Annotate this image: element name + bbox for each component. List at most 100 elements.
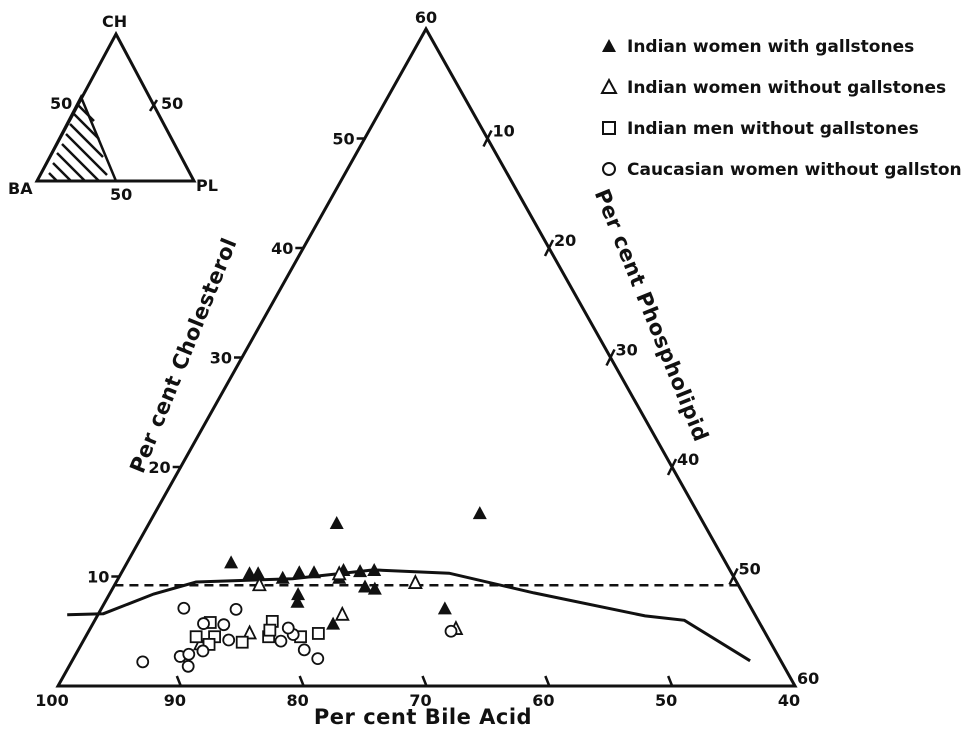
bile-acid-tick-label: 70 bbox=[409, 691, 431, 710]
legend-label: Indian women without gallstones bbox=[627, 78, 946, 98]
point-indian-women-with-gallstones bbox=[292, 565, 307, 579]
inset-label-ch: CH bbox=[102, 12, 127, 31]
bile-acid-tick-label: 90 bbox=[164, 691, 186, 710]
inset-label-bottom-50: 50 bbox=[110, 185, 132, 204]
point-caucasian-women-without-gallstones bbox=[222, 633, 236, 647]
legend: Indian women with gallstones Indian wome… bbox=[600, 37, 961, 180]
inset-hatch bbox=[61, 143, 100, 182]
phospholipid-tick bbox=[543, 239, 555, 257]
legend-item: Indian women with gallstones bbox=[602, 37, 914, 57]
phospholipid-tick-label: 50 bbox=[739, 560, 761, 579]
bile-acid-tick bbox=[175, 675, 182, 687]
point-caucasian-women-without-gallstones bbox=[177, 601, 191, 615]
bile-acid-tick-label: 100 bbox=[35, 691, 68, 710]
triangle-axes: 100 90 80 70 60 50 40 10 20 30 40 50 60 10 20 30 40 50 60 bbox=[35, 8, 819, 710]
inset-tick bbox=[148, 99, 159, 112]
point-indian-women-with-gallstones bbox=[326, 616, 341, 630]
point-caucasian-women-without-gallstones bbox=[181, 659, 195, 673]
phospholipid-tick-label: 10 bbox=[493, 122, 515, 141]
point-caucasian-women-without-gallstones bbox=[196, 644, 210, 658]
bile-acid-tick bbox=[298, 675, 305, 687]
point-indian-women-with-gallstones bbox=[367, 563, 382, 577]
point-caucasian-women-without-gallstones bbox=[444, 624, 458, 638]
open-square-marker bbox=[602, 121, 616, 135]
legend-label: Indian women with gallstones bbox=[627, 37, 914, 57]
point-caucasian-women-without-gallstones bbox=[217, 618, 231, 632]
data-points bbox=[136, 506, 487, 673]
legend-item: Indian women without gallstones bbox=[600, 77, 946, 98]
phospholipid-tick-label: 20 bbox=[554, 231, 576, 250]
point-indian-men-without-gallstones bbox=[189, 630, 203, 644]
point-indian-women-with-gallstones bbox=[290, 594, 305, 608]
point-caucasian-women-without-gallstones bbox=[136, 655, 150, 669]
inset-hatch bbox=[52, 162, 72, 182]
point-caucasian-women-without-gallstones bbox=[297, 643, 311, 657]
bile-acid-tick-label: 40 bbox=[778, 691, 800, 710]
bile-acid-tick bbox=[421, 675, 428, 687]
phospholipid-tick bbox=[666, 458, 678, 476]
inset-label-right-50: 50 bbox=[161, 94, 183, 113]
point-indian-men-without-gallstones bbox=[311, 627, 325, 640]
point-caucasian-women-without-gallstones bbox=[274, 634, 288, 648]
inset-label-pl: PL bbox=[196, 176, 218, 195]
phospholipid-tick bbox=[728, 567, 739, 586]
open-circle-marker bbox=[602, 162, 616, 176]
filled-triangle-marker bbox=[602, 39, 616, 52]
legend-item: Indian men without gallstones bbox=[602, 119, 919, 139]
point-caucasian-women-without-gallstones bbox=[311, 652, 325, 666]
point-indian-women-with-gallstones bbox=[307, 565, 322, 579]
point-caucasian-women-without-gallstones bbox=[281, 621, 295, 635]
inset-hatch bbox=[65, 133, 108, 176]
cholesterol-tick-label: 60 bbox=[415, 8, 437, 27]
point-indian-women-with-gallstones bbox=[472, 506, 487, 520]
inset-label-left-50: 50 bbox=[50, 94, 72, 113]
solubility-limit-line bbox=[67, 568, 751, 663]
point-indian-women-with-gallstones bbox=[358, 579, 373, 593]
open-triangle-marker bbox=[600, 77, 618, 94]
point-caucasian-women-without-gallstones bbox=[229, 602, 243, 616]
phospholipid-tick-label: 40 bbox=[677, 450, 699, 469]
point-indian-women-with-gallstones bbox=[329, 515, 344, 529]
cholesterol-tick-label: 30 bbox=[210, 349, 232, 368]
point-indian-women-without-gallstones bbox=[407, 574, 423, 589]
phospholipid-tick bbox=[605, 348, 616, 367]
point-indian-women-with-gallstones bbox=[275, 570, 290, 584]
point-indian-women-with-gallstones bbox=[291, 587, 306, 601]
phospholipid-tick-label: 30 bbox=[616, 341, 638, 360]
bile-acid-tick bbox=[544, 675, 551, 687]
inset-label-ba: BA bbox=[8, 179, 33, 198]
point-indian-women-with-gallstones bbox=[251, 566, 266, 580]
point-caucasian-women-without-gallstones bbox=[197, 617, 210, 630]
point-indian-women-with-gallstones bbox=[353, 564, 368, 578]
point-indian-women-without-gallstones bbox=[242, 624, 258, 640]
point-indian-men-without-gallstones bbox=[263, 623, 277, 637]
point-indian-men-without-gallstones bbox=[235, 635, 249, 649]
legend-label: Caucasian women without gallstones bbox=[627, 160, 961, 180]
inset-hatch bbox=[77, 104, 95, 122]
cholesterol-tick-label: 20 bbox=[148, 458, 170, 477]
phospholipid-axis-title: Per cent Phospholipid bbox=[590, 186, 713, 445]
legend-item: Caucasian women without gallstones bbox=[602, 160, 961, 180]
inset-hatch bbox=[73, 113, 100, 140]
bile-acid-tick-label: 80 bbox=[287, 691, 309, 710]
legend-label: Indian men without gallstones bbox=[627, 119, 919, 139]
cholesterol-tick-label: 10 bbox=[87, 568, 109, 587]
inset-triangle bbox=[34, 30, 197, 183]
point-indian-women-without-gallstones bbox=[334, 605, 350, 621]
inset-diagram: CH BA PL 50 50 50 bbox=[8, 12, 218, 204]
point-indian-women-without-gallstones bbox=[331, 565, 347, 581]
point-indian-women-with-gallstones bbox=[437, 601, 452, 615]
point-indian-women-with-gallstones bbox=[367, 581, 382, 595]
phospholipid-tick-label: 60 bbox=[797, 669, 819, 688]
phospholipid-tick bbox=[482, 129, 493, 148]
cholesterol-tick-label: 40 bbox=[271, 239, 293, 258]
bile-acid-tick-label: 60 bbox=[532, 691, 554, 710]
cholesterol-tick-label: 50 bbox=[332, 130, 354, 149]
bile-acid-tick-label: 50 bbox=[655, 691, 677, 710]
reference-lines bbox=[67, 568, 751, 663]
point-indian-women-without-gallstones bbox=[251, 576, 267, 592]
inset-hatch bbox=[56, 152, 86, 182]
bile-acid-tick bbox=[667, 675, 674, 687]
bile-acid-axis-title: Per cent Bile Acid bbox=[314, 705, 532, 729]
